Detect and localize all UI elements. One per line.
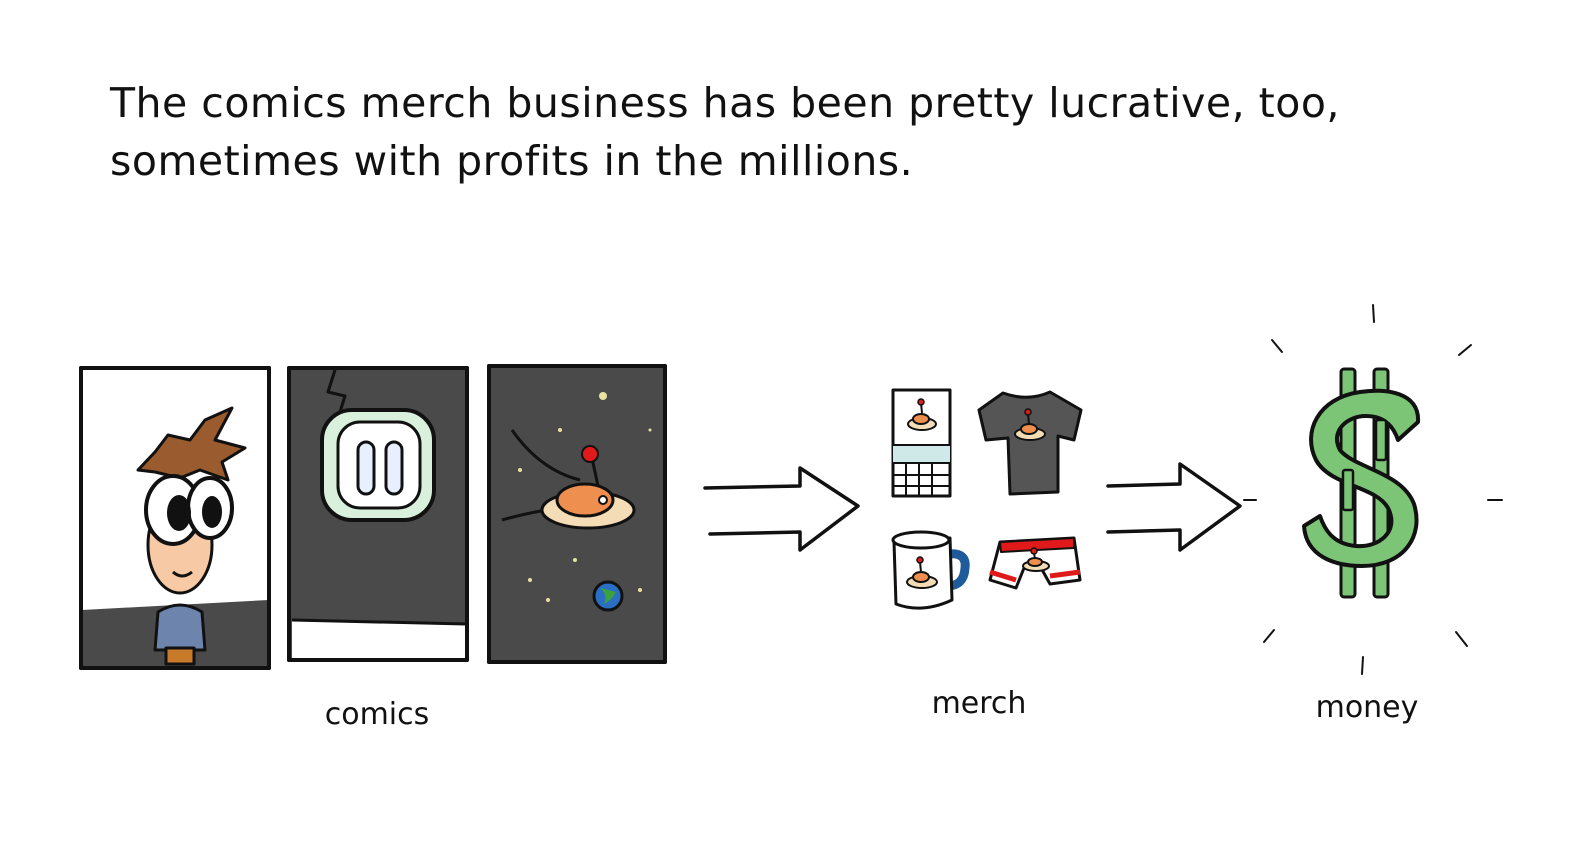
label-comics: comics xyxy=(324,697,430,732)
label-merch: merch xyxy=(931,686,1027,721)
mug-icon xyxy=(891,530,970,610)
comic-strip-icon xyxy=(79,364,667,670)
caption-line-1: The comics merch business has been prett… xyxy=(110,79,1340,127)
merchandise-icon xyxy=(891,388,1083,610)
calendar-icon xyxy=(891,388,952,498)
boxers-icon xyxy=(988,536,1082,590)
caption: The comics merch business has been prett… xyxy=(110,74,1470,190)
comic-panel-3 xyxy=(487,364,667,664)
arrow-right-icon xyxy=(703,466,860,552)
caption-line-2: sometimes with profits in the millions. xyxy=(110,137,914,185)
tshirt-icon xyxy=(977,390,1083,496)
label-money: money xyxy=(1315,690,1419,725)
dollar-sign-icon xyxy=(1243,304,1503,675)
comic-panel-2 xyxy=(287,366,469,662)
shine-rays xyxy=(1243,304,1503,675)
comic-panel-1 xyxy=(79,366,271,670)
arrow-right-icon-2 xyxy=(1106,462,1242,552)
